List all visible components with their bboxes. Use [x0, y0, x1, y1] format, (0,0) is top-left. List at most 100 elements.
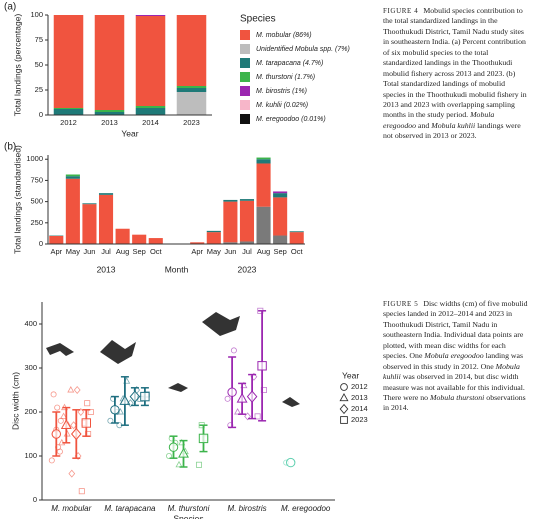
mean-marker [119, 394, 131, 405]
group-label: 2013 [97, 264, 116, 274]
legend-swatch [240, 44, 250, 54]
ray-icon [282, 397, 300, 407]
caption-text: Mobula kuhlii [431, 120, 476, 130]
bar-segment [53, 15, 84, 108]
data-point [56, 448, 63, 455]
figures: 0 25 50 75 100 Total landings (percentage)(a)… [4, 2, 368, 519]
legend-marker [339, 392, 349, 402]
x-tick-label: Jul [101, 247, 111, 256]
y-tick-label: 500 [30, 197, 43, 206]
bar-segment [256, 163, 271, 207]
x-tick-label: 2012 [60, 118, 77, 127]
data-point [73, 386, 81, 394]
mean-marker [257, 361, 267, 371]
legend-swatch [240, 58, 250, 68]
y-tick-label: 50 [35, 60, 43, 69]
y-axis-title: Total landings (percentage) [12, 14, 22, 117]
x-tick-label: 2023 [183, 118, 200, 127]
mean-marker [140, 391, 150, 402]
bar-segment [176, 86, 207, 88]
mean-marker [246, 390, 258, 403]
caption-text: landing was observed in this study in 20… [383, 351, 524, 371]
bar-segment [135, 15, 166, 16]
data-point [54, 404, 61, 411]
bar-segment [176, 92, 207, 115]
x-tick-label: 2014 [142, 118, 159, 127]
data-point [78, 488, 85, 495]
x-tick-label: Sep [133, 247, 146, 256]
y-tick-label: 0 [33, 495, 37, 504]
group-label: 2023 [238, 264, 257, 274]
x-tick-label: Aug [116, 247, 129, 256]
y-tick-label: 25 [35, 85, 43, 94]
bar-segment [82, 203, 97, 205]
data-point [57, 417, 64, 424]
caption-text: Mobula kuhlii [383, 361, 520, 382]
x-tick-label: May [66, 247, 80, 256]
x-tick-label: M. eregoodoo [281, 504, 331, 513]
legend-label: 2012 [351, 382, 368, 391]
bar-segment [176, 88, 207, 92]
y-tick-label: 0 [39, 110, 43, 119]
data-point [48, 457, 55, 464]
x-tick-label: Apr [50, 247, 62, 256]
bar-segment [94, 112, 125, 115]
bar-segment [98, 194, 114, 244]
legend-label: M. kuhlii (0.02%) [256, 102, 308, 109]
bar-segment [94, 15, 125, 110]
caption-text: and [416, 120, 432, 130]
bar-segment [206, 230, 221, 233]
ray-icon [202, 312, 240, 336]
caption-text: was observed in 2014, but disc width mea… [383, 372, 525, 402]
mean-marker [236, 392, 248, 403]
bar-segment [223, 199, 238, 202]
legend-label: M. eregoodoo (0.01%) [256, 116, 326, 123]
ray-icon [168, 383, 188, 392]
y-tick-label: 300 [24, 363, 37, 372]
bar-segment [65, 174, 80, 177]
data-point [165, 452, 172, 459]
x-tick-label: Jun [224, 247, 236, 256]
bar-segment [49, 235, 64, 244]
legend-label: Unidentified Mobula spp. (7%) [256, 46, 350, 53]
legend-swatch [240, 86, 250, 96]
bar-segment [82, 204, 97, 244]
bar-segment [239, 200, 255, 242]
mean-marker [51, 429, 61, 439]
caption-text: Mobulid species contribution to the tota… [383, 6, 527, 120]
data-point [84, 400, 91, 407]
x-tick-label: Jun [83, 247, 95, 256]
y-tick-label: 400 [24, 319, 37, 328]
panel-label: (b) [4, 142, 16, 153]
data-point [254, 413, 261, 420]
bar-segment [98, 193, 114, 195]
y-tick-label: 0 [39, 239, 43, 248]
legend-swatch [240, 114, 250, 124]
data-point [68, 469, 76, 478]
legend-label: M. birostris (1%) [256, 88, 307, 95]
data-point [116, 408, 124, 415]
mean-marker [110, 405, 120, 415]
bar-segment [273, 197, 288, 236]
bar-segment [206, 232, 221, 244]
figure-5-caption: FIGURE 5 Disc widths (cm) of five mobulid… [383, 299, 529, 414]
mean-marker [129, 390, 141, 403]
y-tick-label: 100 [30, 10, 43, 19]
bar-segment [273, 235, 288, 244]
figure-4-caption: FIGURE 4 Mobulid species contribution to … [383, 6, 529, 142]
legend-swatch [240, 72, 250, 82]
caption-text: observations in 2014. [383, 392, 526, 413]
x-tick-label: Sep [273, 247, 286, 256]
x-tick-label: 2013 [101, 118, 118, 127]
data-point [67, 386, 75, 393]
x-tick-label: M. birostris [228, 504, 267, 513]
data-point [127, 399, 134, 408]
legend-label: M. mobular (86%) [256, 32, 312, 39]
data-point [77, 408, 85, 416]
x-axis-title: Species [173, 513, 203, 519]
data-point [175, 460, 183, 468]
legend-label: 2013 [351, 393, 368, 402]
bar-segment [239, 199, 255, 201]
y-tick-label: 200 [24, 407, 37, 416]
x-axis-title: Month [165, 264, 189, 274]
